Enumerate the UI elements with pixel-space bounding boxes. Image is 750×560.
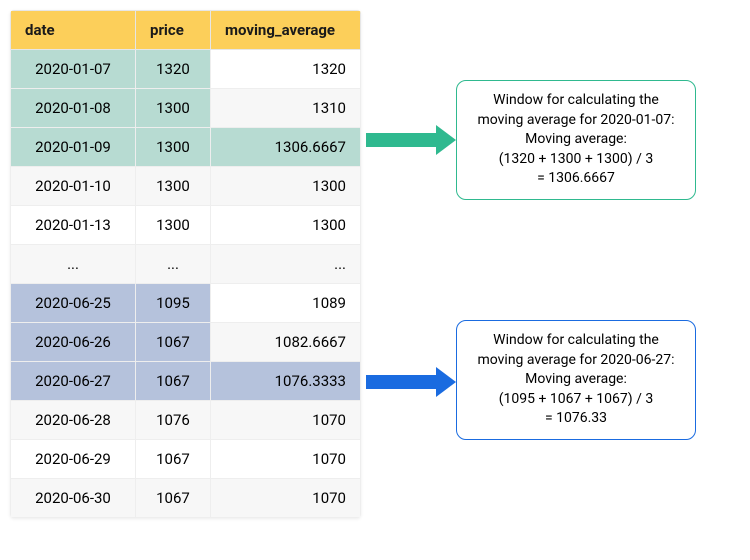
cell-date: 2020-06-25 [11, 284, 136, 323]
cell-avg: 1300 [211, 206, 361, 245]
cell-price: 1300 [136, 167, 211, 206]
cell-avg: ... [211, 245, 361, 284]
cell-avg: 1089 [211, 284, 361, 323]
callout-text: Window for calculating the [469, 331, 683, 351]
callout-text: (1320 + 1300 + 1300) / 3 [469, 150, 683, 170]
table-row: 2020-01-1013001300 [11, 167, 361, 206]
cell-avg: 1306.6667 [211, 128, 361, 167]
table-row: 2020-06-2910671070 [11, 440, 361, 479]
cell-date: ... [11, 245, 136, 284]
cell-avg: 1070 [211, 401, 361, 440]
cell-date: 2020-01-13 [11, 206, 136, 245]
arrow-right-icon [366, 125, 456, 155]
cell-date: 2020-06-30 [11, 479, 136, 518]
cell-price: 1300 [136, 206, 211, 245]
callout-text: = 1306.6667 [469, 169, 683, 189]
moving-average-table: date price moving_average 2020-01-071320… [10, 10, 361, 518]
table-row: 2020-01-0713201320 [11, 50, 361, 89]
cell-date: 2020-06-27 [11, 362, 136, 401]
cell-date: 2020-06-26 [11, 323, 136, 362]
cell-avg: 1070 [211, 440, 361, 479]
table-row: ......... [11, 245, 361, 284]
cell-price: 1300 [136, 128, 211, 167]
cell-date: 2020-06-29 [11, 440, 136, 479]
arrow-right-icon [366, 367, 456, 397]
table-row: 2020-01-0913001306.6667 [11, 128, 361, 167]
callout-text: Moving average: [469, 130, 683, 150]
cell-avg: 1076.3333 [211, 362, 361, 401]
table-body: 2020-01-07132013202020-01-08130013102020… [11, 50, 361, 518]
col-header-price: price [136, 11, 211, 50]
callout-text: = 1076.33 [469, 409, 683, 429]
cell-date: 2020-01-08 [11, 89, 136, 128]
cell-avg: 1320 [211, 50, 361, 89]
table-row: 2020-06-2610671082.6667 [11, 323, 361, 362]
callout-blue: Window for calculating the moving averag… [456, 320, 696, 440]
callout-text: Window for calculating the [469, 91, 683, 111]
table-row: 2020-01-1313001300 [11, 206, 361, 245]
cell-date: 2020-01-07 [11, 50, 136, 89]
callout-text: Moving average: [469, 370, 683, 390]
cell-price: 1067 [136, 440, 211, 479]
col-header-date: date [11, 11, 136, 50]
cell-price: ... [136, 245, 211, 284]
cell-date: 2020-01-10 [11, 167, 136, 206]
cell-avg: 1082.6667 [211, 323, 361, 362]
cell-avg: 1300 [211, 167, 361, 206]
callout-green: Window for calculating the moving averag… [456, 80, 696, 200]
cell-date: 2020-01-09 [11, 128, 136, 167]
callout-text: moving average for 2020-06-27: [469, 351, 683, 371]
table-row: 2020-06-2810761070 [11, 401, 361, 440]
table-row: 2020-06-3010671070 [11, 479, 361, 518]
cell-price: 1067 [136, 479, 211, 518]
table-row: 2020-06-2510951089 [11, 284, 361, 323]
annotations-panel: Window for calculating the moving averag… [361, 10, 740, 550]
cell-price: 1067 [136, 362, 211, 401]
cell-price: 1300 [136, 89, 211, 128]
cell-price: 1067 [136, 323, 211, 362]
table-row: 2020-06-2710671076.3333 [11, 362, 361, 401]
table-header-row: date price moving_average [11, 11, 361, 50]
cell-price: 1320 [136, 50, 211, 89]
cell-date: 2020-06-28 [11, 401, 136, 440]
cell-avg: 1310 [211, 89, 361, 128]
cell-avg: 1070 [211, 479, 361, 518]
table-row: 2020-01-0813001310 [11, 89, 361, 128]
col-header-moving-average: moving_average [211, 11, 361, 50]
cell-price: 1076 [136, 401, 211, 440]
callout-text: (1095 + 1067 + 1067) / 3 [469, 390, 683, 410]
cell-price: 1095 [136, 284, 211, 323]
callout-text: moving average for 2020-01-07: [469, 111, 683, 131]
